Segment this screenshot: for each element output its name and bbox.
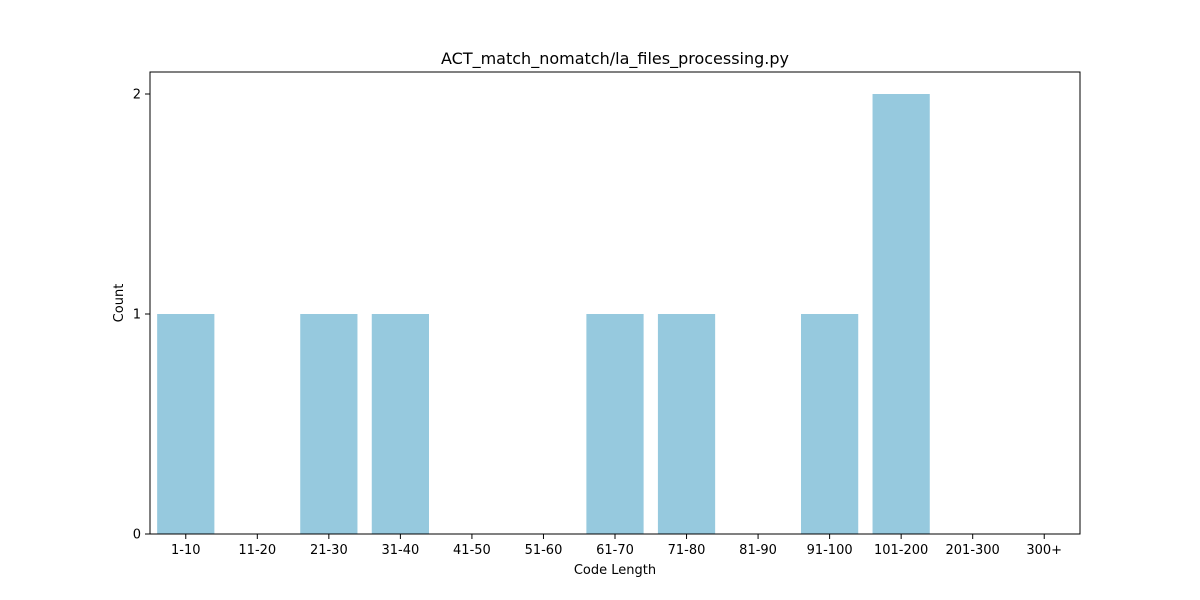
- y-tick-label: 1: [133, 308, 141, 323]
- bars-group: [157, 94, 930, 534]
- x-tick-label: 41-50: [453, 543, 491, 558]
- bar-101-200: [872, 94, 930, 534]
- x-tick-label: 201-300: [946, 543, 1000, 558]
- y-tick-label: 2: [133, 88, 141, 103]
- x-axis-label: Code Length: [574, 563, 656, 578]
- x-tick-label: 31-40: [381, 543, 419, 558]
- x-tick-label: 101-200: [874, 543, 928, 558]
- bar-71-80: [657, 314, 716, 534]
- y-axis-ticks: 0 1 2: [133, 88, 150, 543]
- x-tick-label: 21-30: [310, 543, 348, 558]
- x-tick-label: 11-20: [238, 543, 276, 558]
- x-tick-label: 1-10: [171, 543, 201, 558]
- chart-title: ACT_match_nomatch/la_files_processing.py: [441, 49, 789, 69]
- x-tick-label: 300+: [1026, 543, 1062, 558]
- plot-frame: [149, 71, 1081, 535]
- bar-1-10: [157, 314, 215, 534]
- bar-21-30: [300, 314, 358, 534]
- x-tick-label: 91-100: [807, 543, 853, 558]
- x-tick-label: 81-90: [739, 543, 777, 558]
- bar-31-40: [371, 314, 429, 534]
- y-tick-label: 0: [133, 528, 141, 543]
- x-tick-label: 71-80: [668, 543, 706, 558]
- x-tick-label: 61-70: [596, 543, 634, 558]
- x-tick-label: 51-60: [525, 543, 563, 558]
- bar-61-70: [586, 314, 644, 534]
- x-axis-ticks: 1-10 11-20 21-30 31-40 41-50 51-60 61-70 71-80 8…: [171, 534, 1062, 558]
- y-axis-label: Count: [112, 284, 127, 323]
- bar-91-100: [801, 314, 859, 534]
